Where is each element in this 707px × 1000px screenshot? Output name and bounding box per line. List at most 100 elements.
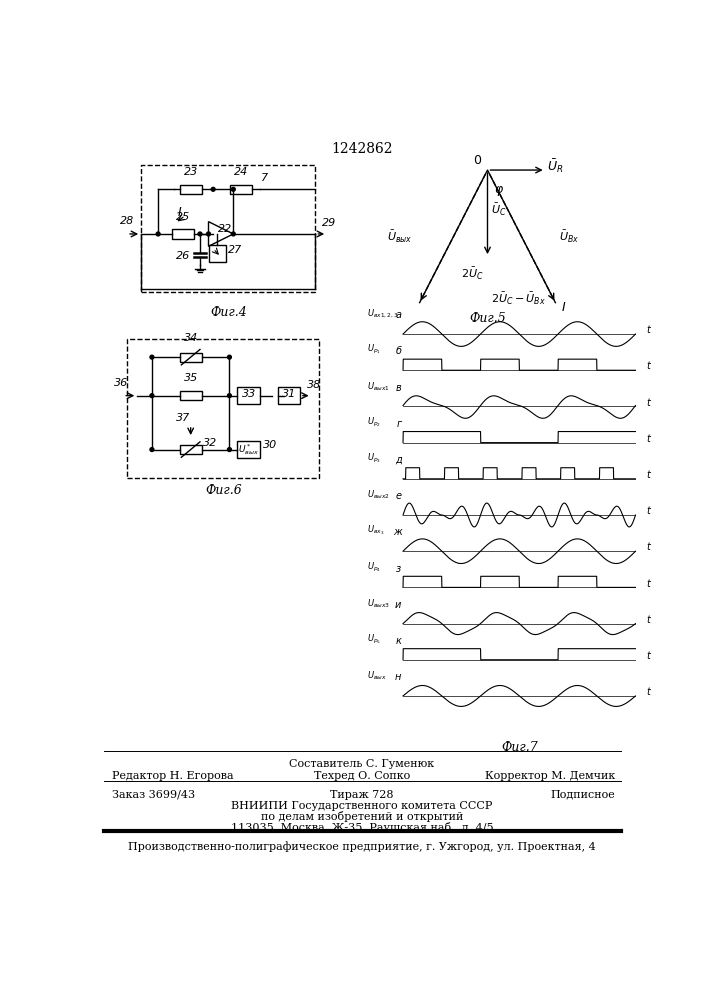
Text: $\bar{U}_C$: $\bar{U}_C$ (491, 202, 506, 218)
Text: $\bar{U}_{Bx}$: $\bar{U}_{Bx}$ (559, 229, 579, 245)
Circle shape (228, 355, 231, 359)
Text: Фиг.7: Фиг.7 (501, 741, 537, 754)
Bar (172, 229, 194, 239)
Text: Редактор Н. Егорова: Редактор Н. Егорова (112, 771, 233, 781)
Text: з: з (397, 564, 402, 574)
Text: 1242862: 1242862 (331, 142, 392, 156)
Bar (180, 185, 201, 194)
Circle shape (211, 187, 215, 191)
Text: $2\bar{U}_C - \bar{U}_{Bx}$: $2\bar{U}_C - \bar{U}_{Bx}$ (491, 291, 547, 307)
Bar (180, 353, 201, 362)
Circle shape (231, 232, 235, 236)
Text: t: t (646, 579, 650, 589)
Bar (127, 339, 320, 478)
Text: Составитель С. Гуменюк: Составитель С. Гуменюк (289, 759, 435, 769)
Text: к: к (396, 636, 402, 646)
Text: $2\bar{U}_C$: $2\bar{U}_C$ (461, 266, 484, 282)
Text: Фиг.4: Фиг.4 (210, 306, 247, 319)
Text: t: t (646, 506, 650, 516)
Text: 36: 36 (114, 378, 128, 388)
Text: 37: 37 (176, 413, 190, 423)
Text: $U_{вх1,2,3}$: $U_{вх1,2,3}$ (368, 308, 399, 320)
Text: $U_{р_1}$: $U_{р_1}$ (368, 343, 381, 356)
Text: 35: 35 (184, 373, 198, 383)
Text: $U_{вх_3}$: $U_{вх_3}$ (368, 524, 385, 537)
Bar (230, 185, 252, 194)
Text: 30: 30 (263, 440, 277, 450)
Circle shape (198, 232, 202, 236)
Text: 113035, Москва, Ж-35, Раушская наб., д. 4/5: 113035, Москва, Ж-35, Раушская наб., д. … (230, 822, 493, 833)
Text: $U_{р_5}$: $U_{р_5}$ (368, 633, 382, 646)
Text: и: и (395, 600, 402, 610)
Text: 38: 38 (307, 379, 321, 389)
Bar (279, 387, 300, 404)
Text: н: н (395, 672, 402, 682)
Text: ж: ж (392, 527, 402, 537)
Text: 28: 28 (120, 216, 134, 226)
Text: $\varphi$: $\varphi$ (493, 184, 504, 198)
Text: г: г (397, 419, 402, 429)
Text: Производственно-полиграфическое предприятие, г. Ужгород, ул. Проектная, 4: Производственно-полиграфическое предприя… (128, 841, 596, 852)
Text: $U_{вых}$: $U_{вых}$ (368, 670, 387, 682)
Circle shape (228, 448, 231, 451)
Text: 34: 34 (184, 333, 198, 343)
Text: б: б (395, 346, 402, 356)
Text: 0: 0 (473, 154, 481, 167)
Text: $U_{р_2}$: $U_{р_2}$ (368, 416, 382, 429)
Text: в: в (396, 383, 402, 393)
Text: t: t (646, 361, 650, 371)
Bar (209, 245, 226, 262)
Bar (141, 165, 315, 292)
Text: 29: 29 (322, 218, 337, 228)
Circle shape (206, 232, 211, 236)
Text: $U_{вых3}$: $U_{вых3}$ (368, 597, 390, 610)
Text: 33: 33 (242, 389, 256, 399)
Text: I: I (177, 206, 181, 219)
Circle shape (150, 448, 154, 451)
Text: 32: 32 (203, 438, 217, 448)
Bar (180, 391, 201, 400)
Text: Корректор М. Демчик: Корректор М. Демчик (485, 771, 615, 781)
Text: 27: 27 (228, 245, 242, 255)
Text: по делам изобретений и открытий: по делам изобретений и открытий (261, 811, 463, 822)
Circle shape (228, 394, 231, 398)
Circle shape (150, 355, 154, 359)
Text: $\bar{U}_R$: $\bar{U}_R$ (547, 157, 563, 175)
Text: 7: 7 (261, 173, 268, 183)
Text: a: a (395, 310, 402, 320)
Text: е: е (395, 491, 402, 501)
Circle shape (150, 394, 154, 398)
Circle shape (231, 187, 235, 191)
Text: Фиг.6: Фиг.6 (205, 484, 242, 497)
Text: $U_{вых1}$: $U_{вых1}$ (368, 380, 390, 393)
Text: t: t (646, 325, 650, 335)
Text: 22: 22 (218, 224, 232, 234)
Text: t: t (646, 542, 650, 552)
Text: Техред О. Сопко: Техред О. Сопко (314, 771, 410, 781)
Text: t: t (646, 615, 650, 625)
Text: I: I (562, 301, 566, 314)
Text: 25: 25 (176, 212, 190, 222)
Text: $U_{р_4}$: $U_{р_4}$ (368, 560, 382, 574)
Text: Подписное: Подписное (551, 790, 615, 800)
Text: 31: 31 (282, 389, 296, 399)
Text: 23: 23 (184, 167, 198, 177)
Text: Фиг.5: Фиг.5 (469, 312, 506, 326)
Text: t: t (646, 398, 650, 408)
Text: 26: 26 (177, 251, 191, 261)
Text: $\bar{U}_{вых}$: $\bar{U}_{вых}$ (387, 229, 412, 245)
Text: ВНИИПИ Государственного комитета СССР: ВНИИПИ Государственного комитета СССР (231, 801, 493, 811)
Text: $U_{вых2}$: $U_{вых2}$ (368, 489, 390, 501)
Bar (237, 387, 260, 404)
Text: t: t (646, 470, 650, 480)
Text: $U^*_{вых}$: $U^*_{вых}$ (238, 442, 259, 457)
Text: д: д (395, 455, 402, 465)
Text: $U_{р_3}$: $U_{р_3}$ (368, 452, 382, 465)
Circle shape (156, 232, 160, 236)
Text: Заказ 3699/43: Заказ 3699/43 (112, 790, 194, 800)
Text: Тираж 728: Тираж 728 (330, 790, 394, 800)
Text: t: t (646, 651, 650, 661)
Text: t: t (646, 434, 650, 444)
Text: t: t (646, 687, 650, 697)
Bar (180, 445, 201, 454)
